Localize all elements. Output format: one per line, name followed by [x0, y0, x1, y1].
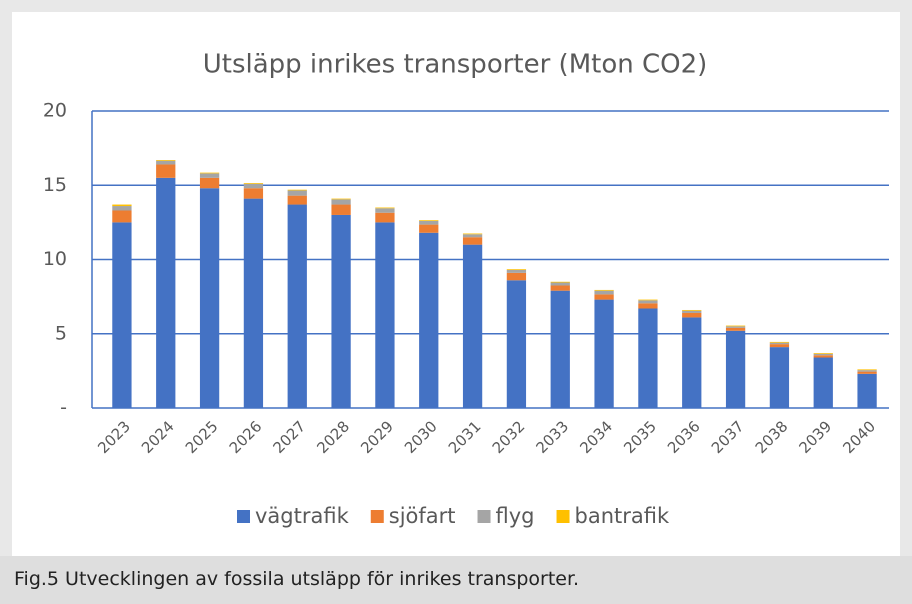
bar-segment — [375, 207, 395, 209]
bar-segment — [550, 282, 570, 286]
bar-segment — [769, 344, 790, 348]
bar-segment — [156, 160, 176, 165]
bar-segment — [725, 325, 746, 327]
legend-label: bantrafik — [575, 504, 670, 528]
bar-segment — [331, 204, 351, 215]
caption: Fig.5 Utvecklingen av fossila utsläpp fö… — [14, 568, 580, 590]
bar-segment — [419, 220, 439, 221]
chart-background — [12, 12, 900, 556]
y-tick-label: 15 — [43, 174, 67, 196]
bar-segment — [638, 303, 658, 309]
bar-segment — [813, 357, 833, 408]
bar-segment — [857, 373, 877, 408]
bar-segment — [725, 330, 746, 408]
y-tick-label: 5 — [55, 322, 67, 344]
bar-segment — [112, 206, 132, 211]
bar-segment — [506, 269, 527, 270]
bar-segment — [156, 164, 176, 178]
bar-segment — [769, 341, 790, 343]
y-tick-label: 20 — [43, 100, 67, 122]
legend-label: sjöfart — [389, 504, 456, 528]
bar-segment — [638, 300, 658, 304]
legend-swatch — [237, 510, 250, 523]
bar-segment — [287, 190, 307, 196]
bar-segment — [375, 222, 395, 408]
bar-segment — [462, 237, 483, 245]
bar-segment — [594, 290, 614, 295]
bar-segment — [506, 272, 527, 281]
bar-segment — [550, 285, 570, 291]
bar-segment — [857, 369, 877, 371]
bar-segment — [506, 269, 527, 273]
bar-segment — [813, 353, 833, 356]
bar-segment — [682, 310, 702, 313]
bar-segment — [375, 212, 395, 223]
bar-segment — [462, 244, 483, 408]
bar-segment — [331, 214, 351, 408]
bar-segment — [419, 224, 439, 233]
bar-segment — [594, 294, 614, 300]
bar-segment — [287, 204, 307, 408]
bar-segment — [550, 290, 570, 408]
bar-segment — [550, 281, 570, 283]
bar-segment — [112, 222, 132, 408]
bar-segment — [813, 355, 833, 358]
bar-segment — [638, 308, 658, 408]
bar-segment — [199, 188, 220, 408]
bar-segment — [857, 370, 877, 372]
bar-segment — [682, 309, 702, 311]
legend-swatch — [370, 510, 384, 523]
bar-segment — [419, 232, 439, 408]
bar-segment — [243, 198, 264, 408]
bar-segment — [112, 210, 132, 223]
bar-segment — [638, 299, 658, 301]
bar-segment — [287, 195, 307, 205]
bar-segment — [857, 371, 877, 374]
chart-title: Utsläpp inrikes transporter (Mton CO2) — [203, 50, 708, 80]
caption-bar: Fig.5 Utvecklingen av fossila utsläpp fö… — [0, 556, 912, 604]
bar-segment — [769, 342, 790, 345]
bar-segment — [156, 177, 176, 408]
legend-swatch — [556, 510, 570, 523]
bar-segment — [199, 172, 220, 174]
bar-segment — [419, 220, 439, 225]
bar-segment — [243, 183, 264, 184]
legend-swatch — [477, 510, 491, 523]
y-tick-label: - — [60, 397, 67, 419]
bar-segment — [725, 326, 746, 328]
bar-segment — [199, 177, 220, 189]
bar-segment — [199, 173, 220, 178]
bar-segment — [243, 188, 264, 199]
bar-segment — [331, 199, 351, 205]
bar-segment — [506, 280, 527, 408]
y-tick-label: 10 — [43, 248, 67, 270]
bar-segment — [682, 312, 702, 318]
legend-label: vägtrafik — [255, 504, 350, 528]
bar-segment — [594, 299, 614, 408]
bar-segment — [725, 327, 746, 331]
bar-segment — [462, 233, 483, 235]
bar-segment — [375, 208, 395, 213]
bar-segment — [682, 317, 702, 408]
bar-segment — [462, 234, 483, 238]
bar-segment — [331, 198, 351, 200]
bar-segment — [813, 353, 833, 354]
bar-segment — [243, 183, 264, 189]
bar-segment — [594, 289, 614, 291]
legend-label: flyg — [496, 504, 535, 528]
bar-segment — [769, 347, 790, 408]
bar-segment — [287, 189, 307, 191]
bar-segment — [156, 160, 176, 161]
bar-segment — [112, 204, 132, 207]
chart: Utsläpp inrikes transporter (Mton CO2) -… — [12, 12, 900, 556]
